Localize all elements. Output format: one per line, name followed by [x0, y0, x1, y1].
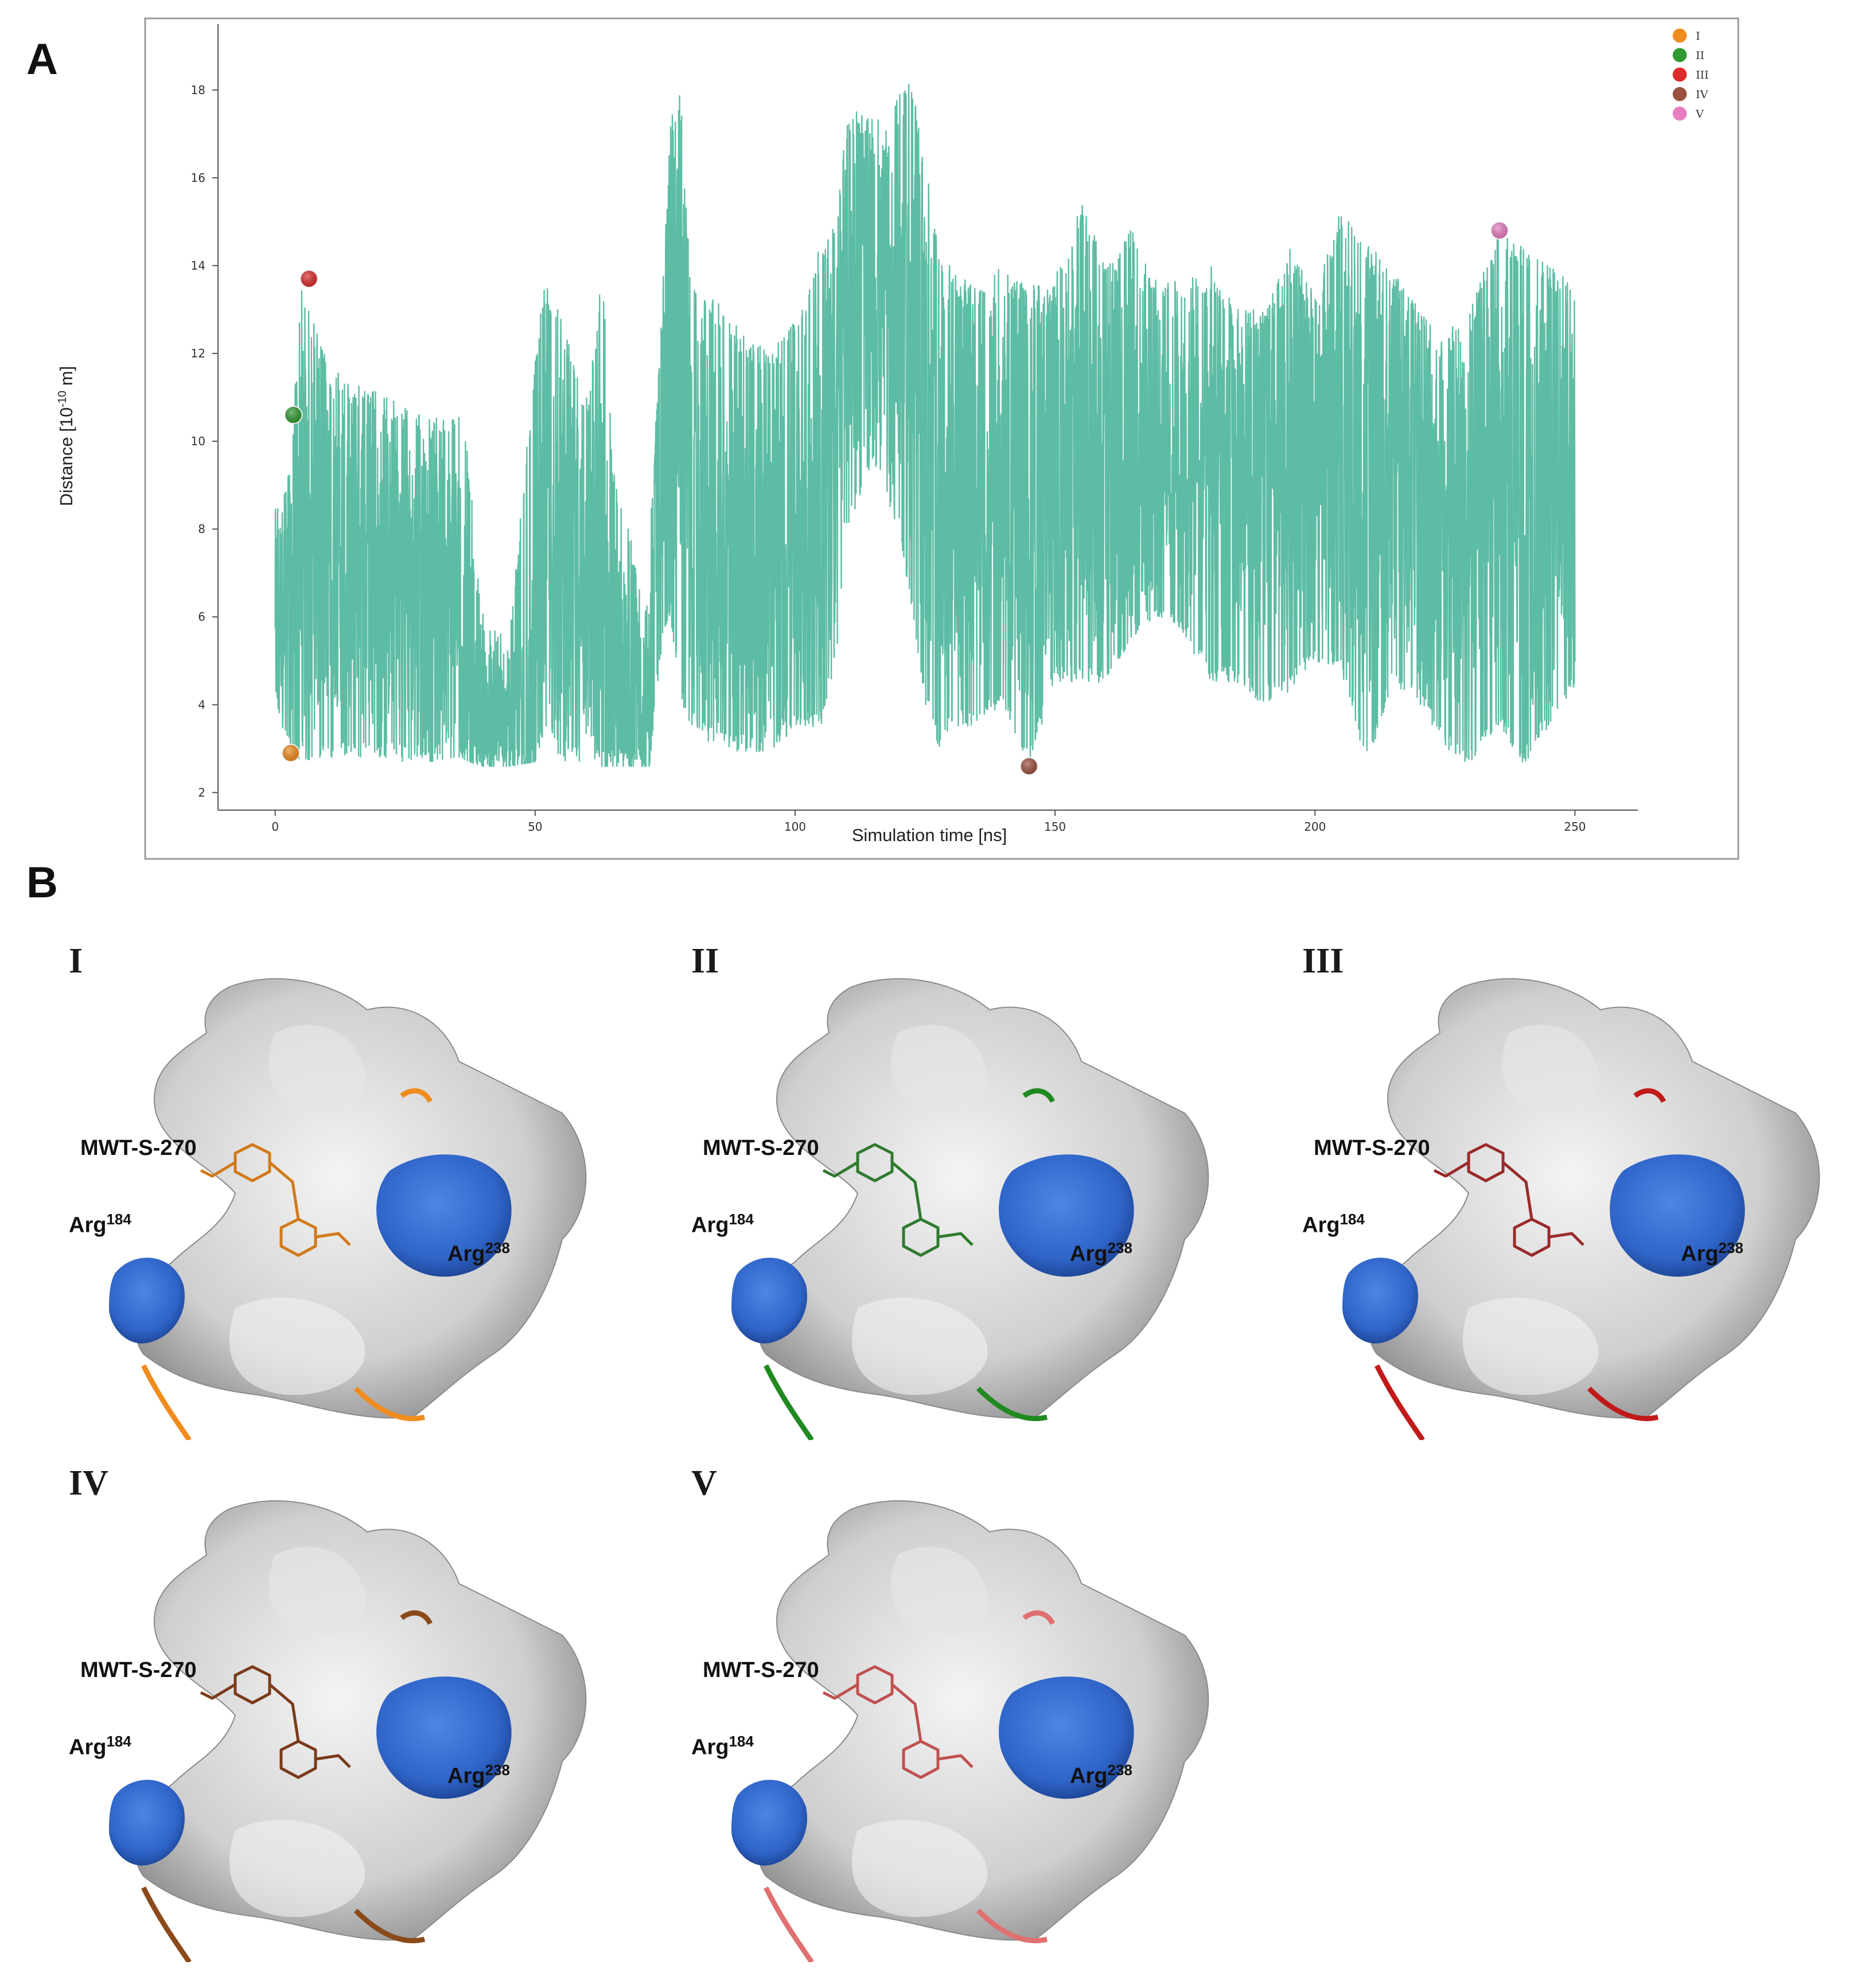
protein-surface-render: [731, 978, 1209, 1440]
plot-area: [274, 84, 1576, 776]
arg184-label: Arg184: [1302, 1211, 1365, 1238]
arg184-number: 184: [106, 1211, 131, 1228]
arg238-name: Arg: [1681, 1242, 1719, 1266]
arg238-number: 238: [485, 1761, 510, 1779]
arg184-name: Arg: [1302, 1213, 1340, 1238]
arg184-label: Arg184: [691, 1733, 754, 1760]
arg238-label: Arg238: [447, 1761, 510, 1789]
highlight-point-v: [1490, 221, 1509, 240]
legend-item-iii: III: [1672, 67, 1709, 83]
y-tick-label: 14: [191, 259, 205, 273]
arg238-number: 238: [1107, 1761, 1132, 1779]
ligand-label: MWT-S-270: [80, 1658, 197, 1682]
structure-panel-iv: IV MWT-S-270 Arg184 Arg238: [69, 1463, 631, 1968]
protein-surface-render: [1342, 978, 1820, 1440]
y-axis-title-suffix: m]: [56, 365, 77, 391]
structure-view-label: V: [691, 1464, 717, 1503]
legend-label: IV: [1696, 88, 1708, 101]
arg238-number: 238: [1107, 1239, 1132, 1256]
chart-frame: [144, 17, 1739, 860]
x-tick-label: 150: [1044, 820, 1066, 834]
structure-panel-ii: II MWT-S-270 Arg184 Arg238: [691, 941, 1253, 1446]
x-tick-label: 250: [1564, 820, 1586, 834]
legend-swatch: [1672, 86, 1688, 102]
legend-item-ii: II: [1672, 47, 1704, 63]
legend-item-v: V: [1672, 106, 1704, 122]
legend-swatch: [1672, 47, 1688, 63]
legend-swatch: [1672, 28, 1688, 44]
legend-swatch: [1672, 67, 1688, 83]
arg184-number: 184: [729, 1733, 754, 1750]
arg184-number: 184: [729, 1211, 754, 1228]
protein-surface-render: [109, 978, 587, 1440]
arg184-name: Arg: [69, 1213, 107, 1238]
arg238-name: Arg: [1070, 1764, 1108, 1788]
arg184-label: Arg184: [691, 1211, 754, 1238]
protein-surface-render: [109, 1500, 587, 1962]
arg238-label: Arg238: [447, 1239, 510, 1267]
x-tick-label: 50: [528, 820, 542, 834]
structure-view-label: I: [69, 942, 83, 981]
arg238-name: Arg: [1070, 1242, 1108, 1266]
ligand-label: MWT-S-270: [80, 1136, 197, 1160]
legend-label: II: [1696, 49, 1704, 62]
arg184-number: 184: [1340, 1211, 1365, 1228]
panel-a-letter: A: [26, 35, 58, 84]
x-tick-label: 200: [1304, 820, 1326, 834]
legend-label: III: [1696, 69, 1709, 81]
structure-panel-i: I MWT-S-270 Arg184 Arg238: [69, 941, 631, 1446]
arg184-name: Arg: [691, 1735, 729, 1760]
legend-swatch: [1672, 106, 1688, 122]
arg238-name: Arg: [447, 1764, 485, 1788]
y-tick-label: 12: [191, 347, 205, 360]
arg184-label: Arg184: [69, 1211, 131, 1238]
structure-view-label: II: [691, 942, 719, 981]
axes: 0 50 100 150 200 250 2 4 6 8 10 12 14 16 18: [191, 24, 1638, 834]
arg238-label: Arg238: [1070, 1761, 1132, 1789]
y-tick-label: 18: [191, 83, 205, 97]
highlight-point-iii: [299, 269, 318, 288]
arg184-number: 184: [106, 1733, 131, 1750]
structure-panel-v: V MWT-S-270 Arg184 Arg238: [691, 1463, 1253, 1968]
highlight-point-ii: [284, 406, 303, 425]
y-tick-label: 10: [191, 434, 205, 448]
y-tick-label: 8: [198, 522, 205, 536]
protein-surface-render: [731, 1500, 1209, 1962]
highlight-point-iv: [1019, 757, 1038, 776]
arg238-label: Arg238: [1070, 1239, 1132, 1267]
arg238-name: Arg: [447, 1242, 485, 1266]
x-tick-label: 0: [271, 820, 279, 834]
distance-series-line: [274, 84, 1576, 767]
highlight-point-i: [281, 744, 300, 762]
ligand-label: MWT-S-270: [703, 1136, 819, 1160]
ligand-label: MWT-S-270: [703, 1658, 819, 1682]
x-axis-title: Simulation time [ns]: [851, 825, 1007, 845]
y-tick-label: 4: [198, 698, 205, 711]
arg238-number: 238: [485, 1239, 510, 1256]
legend-label: I: [1696, 30, 1700, 42]
ligand-label: MWT-S-270: [1314, 1136, 1430, 1160]
structure-view-label: III: [1302, 942, 1344, 981]
arg184-name: Arg: [69, 1735, 107, 1760]
legend-item-i: I: [1672, 28, 1700, 44]
arg184-label: Arg184: [69, 1733, 131, 1760]
y-tick-label: 6: [198, 610, 205, 624]
arg184-name: Arg: [691, 1213, 729, 1238]
structure-view-label: IV: [69, 1464, 108, 1503]
y-axis-title-exponent: -10: [56, 390, 69, 407]
x-tick-label: 100: [784, 820, 806, 834]
panel-b-letter: B: [26, 858, 58, 907]
y-tick-label: 2: [198, 785, 205, 799]
legend-label: V: [1695, 108, 1704, 120]
structure-panel-iii: III MWT-S-270 Arg184 Arg238: [1302, 941, 1857, 1446]
legend-item-iv: IV: [1672, 86, 1708, 102]
arg238-number: 238: [1718, 1239, 1743, 1256]
arg238-label: Arg238: [1681, 1239, 1743, 1267]
y-tick-label: 16: [191, 171, 205, 185]
y-axis-title-prefix: Distance [10: [56, 407, 77, 507]
